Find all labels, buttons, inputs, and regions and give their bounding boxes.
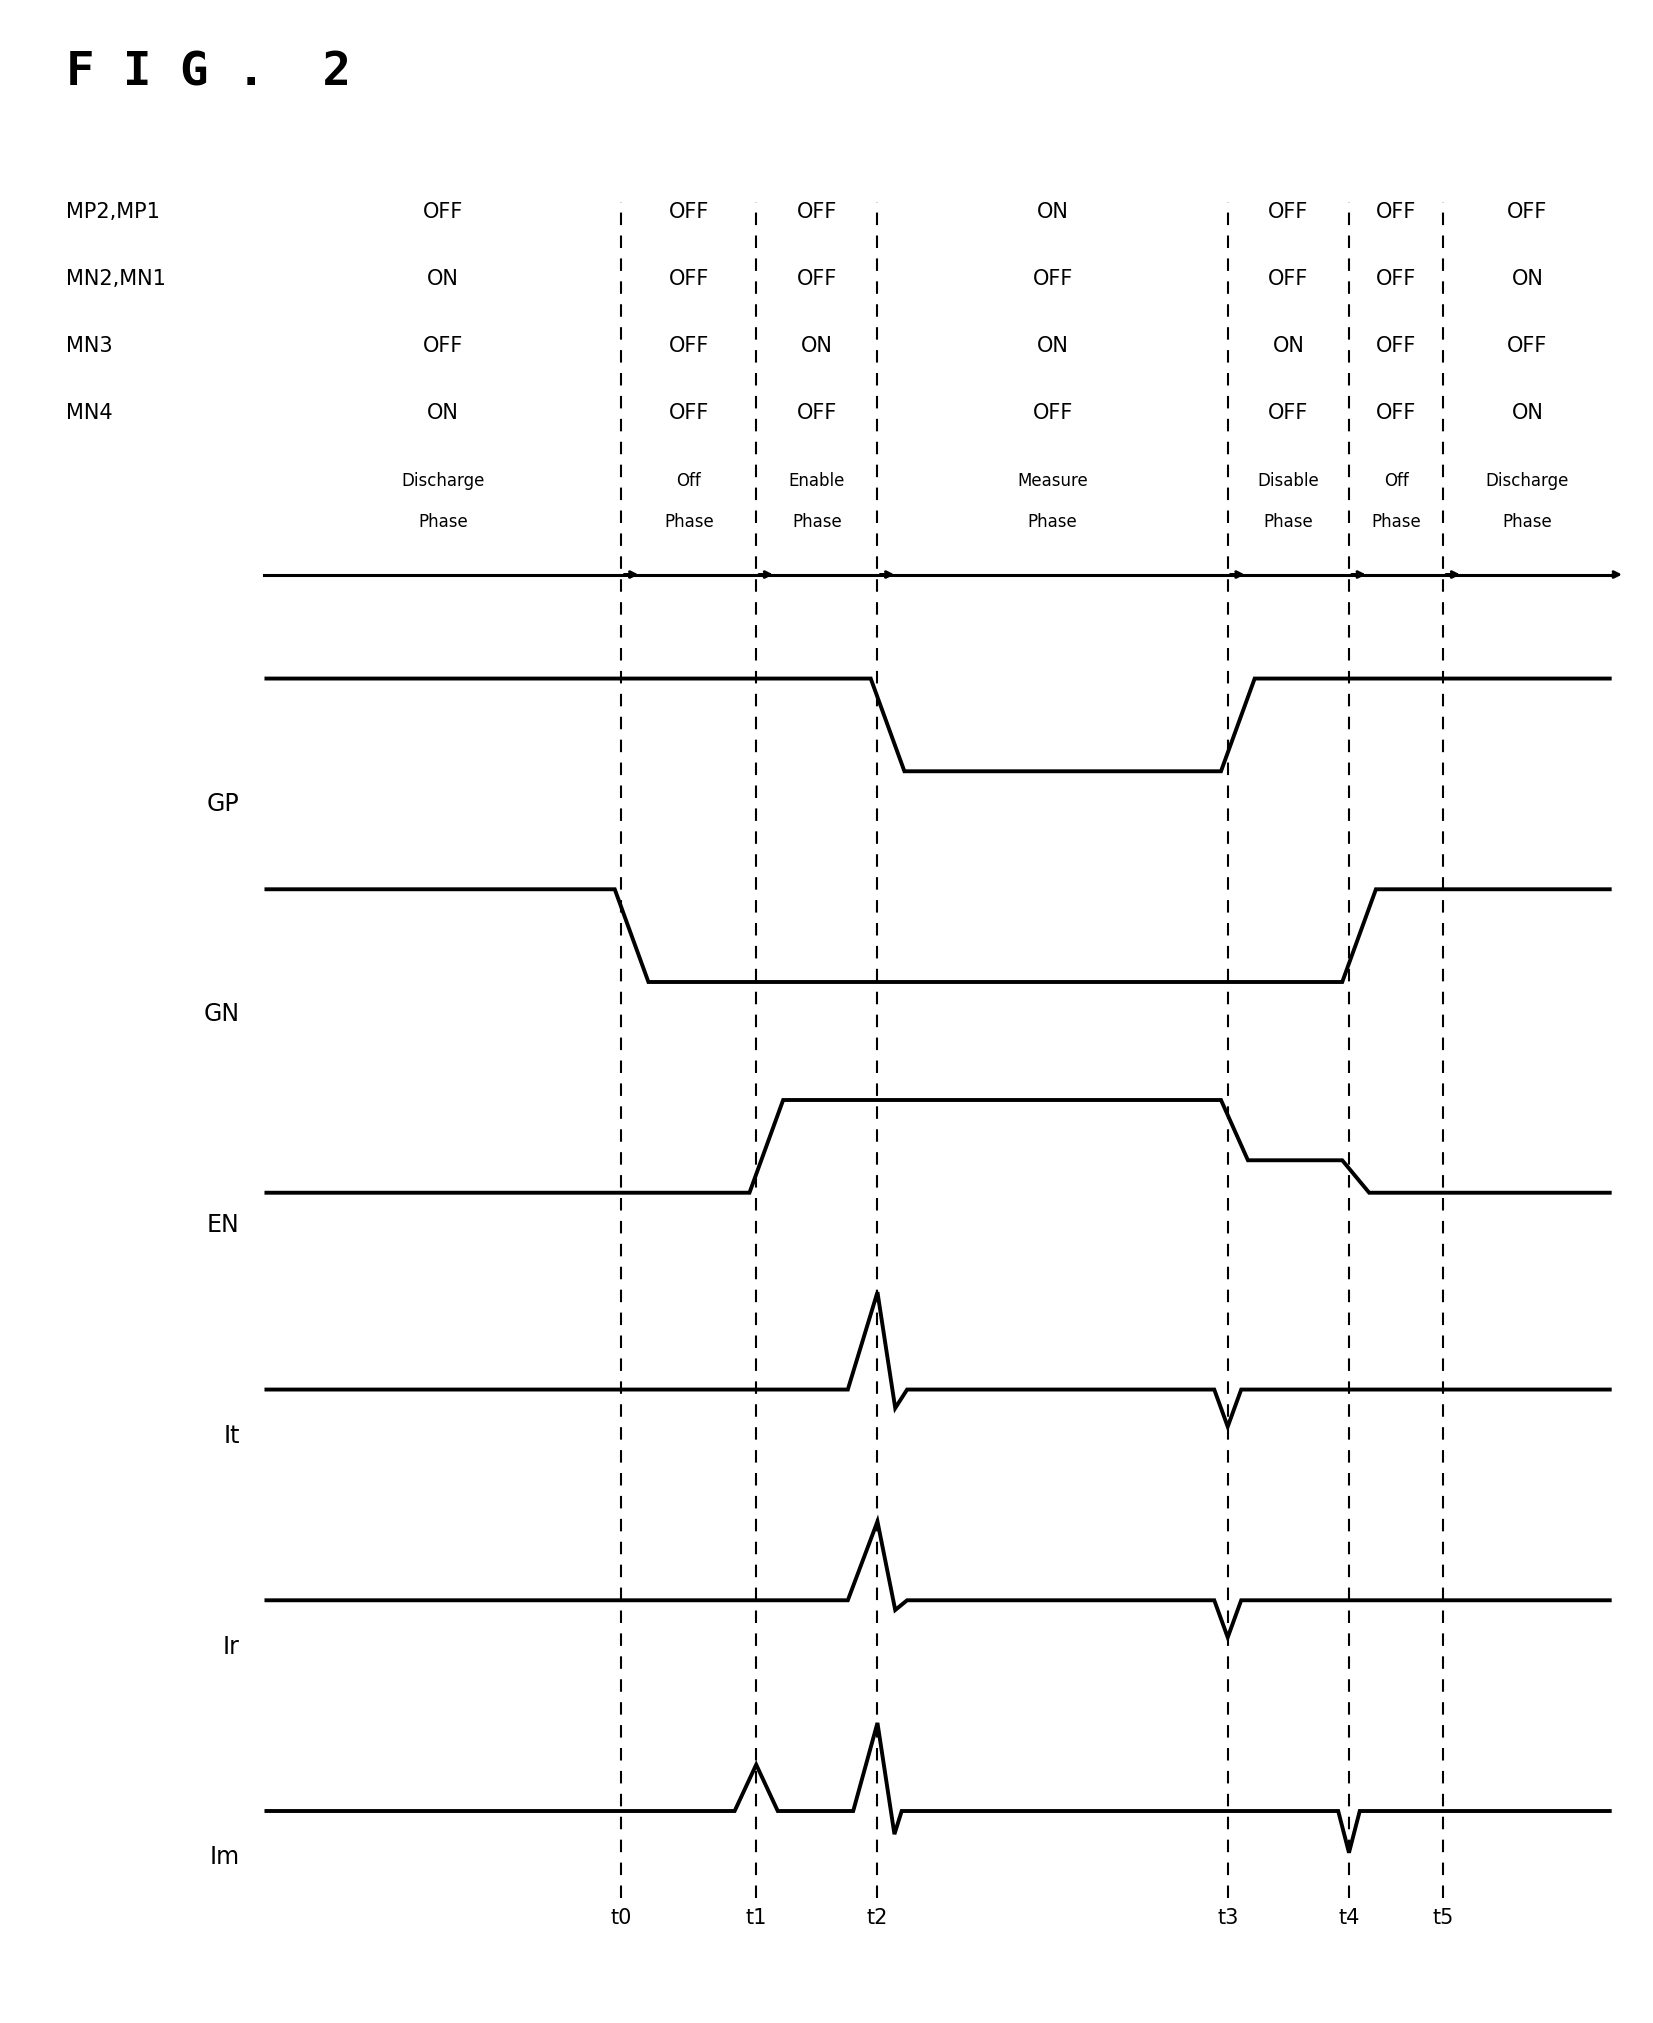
Text: OFF: OFF [1508,202,1547,223]
Text: Phase: Phase [1372,514,1422,530]
Text: F I G .  2: F I G . 2 [66,51,350,95]
Text: OFF: OFF [797,269,836,289]
Text: Off: Off [1384,473,1408,490]
Text: Phase: Phase [1263,514,1312,530]
Text: OFF: OFF [1268,403,1309,423]
Text: Phase: Phase [665,514,714,530]
Text: Discharge: Discharge [1486,473,1569,490]
Text: OFF: OFF [669,202,709,223]
Text: ON: ON [426,403,460,423]
Text: t4: t4 [1339,1908,1360,1928]
Text: OFF: OFF [1268,202,1309,223]
Text: ON: ON [426,269,460,289]
Text: MN3: MN3 [66,336,112,356]
Text: Measure: Measure [1017,473,1088,490]
Text: OFF: OFF [423,202,463,223]
Text: MP2,MP1: MP2,MP1 [66,202,160,223]
Text: EN: EN [207,1214,240,1238]
Text: Discharge: Discharge [402,473,484,490]
Text: t1: t1 [746,1908,767,1928]
Text: Im: Im [210,1845,240,1869]
Text: Phase: Phase [1503,514,1552,530]
Text: t2: t2 [866,1908,888,1928]
Text: ON: ON [1036,336,1068,356]
Text: MN4: MN4 [66,403,112,423]
Text: ON: ON [1273,336,1304,356]
Text: Phase: Phase [792,514,841,530]
Text: Phase: Phase [418,514,468,530]
Text: Ir: Ir [223,1635,240,1659]
Text: GP: GP [207,791,240,815]
Text: OFF: OFF [1375,202,1417,223]
Text: t5: t5 [1433,1908,1455,1928]
Text: OFF: OFF [1375,336,1417,356]
Text: Phase: Phase [1028,514,1078,530]
Text: ON: ON [802,336,833,356]
Text: t0: t0 [612,1908,631,1928]
Text: It: It [223,1424,240,1448]
Text: ON: ON [1511,269,1544,289]
Text: OFF: OFF [669,403,709,423]
Text: OFF: OFF [1033,403,1073,423]
Text: ON: ON [1036,202,1068,223]
Text: OFF: OFF [1268,269,1309,289]
Text: Disable: Disable [1258,473,1319,490]
Text: OFF: OFF [669,269,709,289]
Text: Enable: Enable [788,473,845,490]
Text: OFF: OFF [1033,269,1073,289]
Text: OFF: OFF [423,336,463,356]
Text: GN: GN [203,1003,240,1026]
Text: OFF: OFF [1375,403,1417,423]
Text: OFF: OFF [1375,269,1417,289]
Text: OFF: OFF [797,403,836,423]
Text: t3: t3 [1217,1908,1238,1928]
Text: Off: Off [676,473,701,490]
Text: OFF: OFF [797,202,836,223]
Text: MN2,MN1: MN2,MN1 [66,269,165,289]
Text: OFF: OFF [669,336,709,356]
Text: OFF: OFF [1508,336,1547,356]
Text: ON: ON [1511,403,1544,423]
